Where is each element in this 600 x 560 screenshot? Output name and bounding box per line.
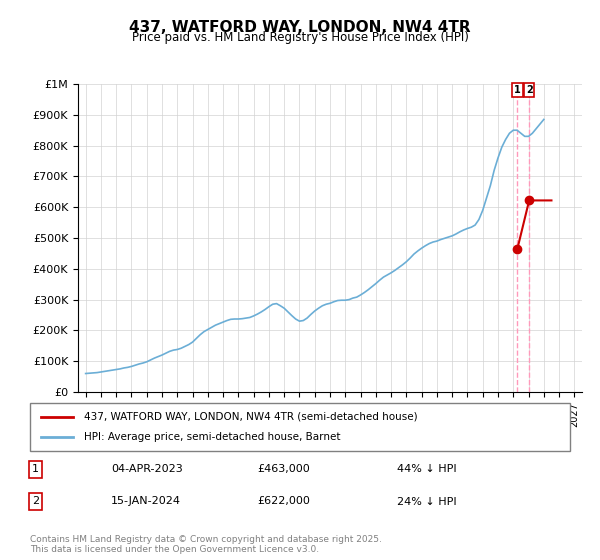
- Text: Price paid vs. HM Land Registry's House Price Index (HPI): Price paid vs. HM Land Registry's House …: [131, 31, 469, 44]
- Text: 24% ↓ HPI: 24% ↓ HPI: [397, 497, 457, 506]
- Text: £463,000: £463,000: [257, 464, 310, 474]
- Text: 437, WATFORD WAY, LONDON, NW4 4TR (semi-detached house): 437, WATFORD WAY, LONDON, NW4 4TR (semi-…: [84, 412, 418, 422]
- Text: 1: 1: [32, 464, 39, 474]
- Text: 437, WATFORD WAY, LONDON, NW4 4TR: 437, WATFORD WAY, LONDON, NW4 4TR: [129, 20, 471, 35]
- Text: 2: 2: [526, 85, 533, 95]
- Text: Contains HM Land Registry data © Crown copyright and database right 2025.
This d: Contains HM Land Registry data © Crown c…: [30, 535, 382, 554]
- Text: 2: 2: [32, 497, 39, 506]
- FancyBboxPatch shape: [30, 403, 570, 451]
- Text: 15-JAN-2024: 15-JAN-2024: [111, 497, 181, 506]
- Text: HPI: Average price, semi-detached house, Barnet: HPI: Average price, semi-detached house,…: [84, 432, 341, 442]
- Text: £622,000: £622,000: [257, 497, 310, 506]
- Text: 04-APR-2023: 04-APR-2023: [111, 464, 183, 474]
- Text: 1: 1: [514, 85, 521, 95]
- Text: 44% ↓ HPI: 44% ↓ HPI: [397, 464, 457, 474]
